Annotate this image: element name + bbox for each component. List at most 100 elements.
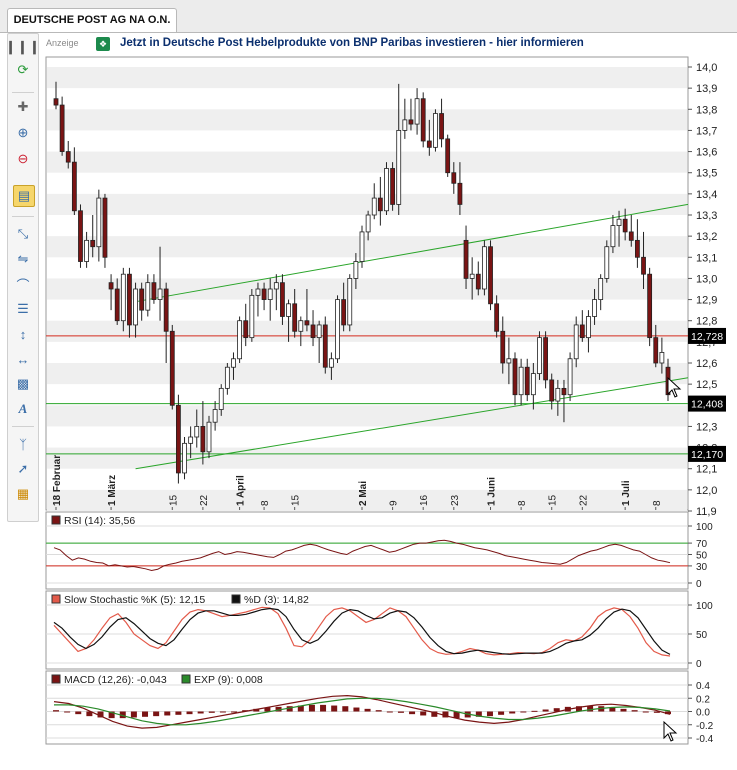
cursor-mode-icon[interactable]: ▤ (13, 185, 35, 207)
candle-body (653, 337, 659, 364)
price-band (47, 363, 687, 385)
candle-body (402, 119, 408, 131)
candle-body (218, 387, 224, 410)
horizontal-line-icon[interactable]: ↔ (16, 351, 30, 367)
macd-histogram-bar (620, 708, 627, 712)
candle-body (133, 288, 138, 326)
candle-body (102, 197, 108, 258)
candle-body (549, 379, 555, 402)
toolbar-separator (12, 92, 34, 93)
macd-histogram-bar (475, 711, 482, 717)
macd-histogram-bar (665, 711, 671, 715)
macd-histogram-bar (575, 706, 582, 712)
x-tick-label: 2 Mai (358, 481, 369, 506)
price-band (47, 278, 687, 300)
y-tick-label: 12,6 (696, 358, 717, 370)
candle-body (451, 172, 457, 184)
candle-body (298, 320, 304, 332)
candle-body (114, 288, 120, 322)
macd-histogram-bar (253, 708, 260, 712)
price-tag-label: 12,170 (691, 449, 723, 461)
arc-icon[interactable]: ⌒ (16, 277, 30, 293)
stoch-d-legend-swatch (231, 594, 241, 604)
candle-body (194, 426, 200, 438)
ray-icon[interactable]: ➚ (17, 461, 29, 476)
candle-body (139, 288, 145, 311)
tab-deutsche-post[interactable]: DEUTSCHE POST AG NA O.N. (7, 8, 177, 32)
macd-histogram-bar (587, 705, 594, 712)
macd-histogram-bar (453, 711, 460, 719)
refresh-icon[interactable]: ⟳ (17, 62, 29, 77)
text-icon[interactable]: A (18, 401, 28, 416)
candle-body (518, 366, 524, 396)
macd-histogram-bar (364, 708, 371, 712)
channel-icon[interactable]: ⇋ (17, 251, 29, 266)
zoom-in-icon[interactable]: ⊕ (17, 125, 29, 140)
macd-histogram-bar (386, 711, 393, 713)
color-palette-icon[interactable]: ▦ (16, 486, 30, 501)
candle-body (188, 436, 194, 444)
candle-body (488, 246, 493, 305)
candle-body (120, 273, 126, 322)
macd-histogram-bar (53, 710, 59, 712)
crosshair-icon[interactable]: ✚ (17, 99, 29, 114)
panel-frame (45, 511, 689, 590)
candle-body (200, 426, 206, 453)
pitchfork-icon[interactable]: ᛉ (19, 436, 27, 452)
y-tick-label: 12,9 (696, 295, 717, 307)
mouse-cursor-icon (667, 376, 682, 398)
candle-body (469, 273, 475, 279)
x-tick-label: 1 April (236, 475, 247, 506)
y-tick-label: 13,3 (696, 210, 717, 222)
candle-body (175, 404, 181, 474)
y-tick-label: 50 (696, 630, 708, 641)
candle-body (475, 273, 481, 290)
macd-histogram-bar (142, 711, 149, 717)
rectangle-icon[interactable]: ▩ (16, 376, 30, 391)
tab-bar: DEUTSCHE POST AG NA O.N. (0, 0, 737, 33)
zoom-out-icon[interactable]: ⊖ (17, 151, 29, 166)
trend-line-icon[interactable]: ⤡ (17, 226, 29, 241)
y-tick-label: 13,5 (696, 168, 717, 180)
candle-body (335, 299, 340, 360)
candle-body (286, 303, 291, 317)
candle-body (59, 104, 65, 152)
candle-body (53, 98, 59, 106)
macd-histogram-bar (186, 711, 193, 715)
bnp-logo-icon: ❖ (96, 37, 110, 51)
candle-body (163, 288, 169, 332)
candle-body (439, 113, 444, 140)
price-band (47, 151, 687, 173)
candle-body (500, 330, 506, 364)
candle-body (543, 337, 548, 381)
candle-body (108, 282, 114, 290)
x-tick-label: 8 (652, 500, 663, 506)
macd-histogram-bar (498, 711, 505, 715)
fibonacci-icon[interactable]: ☰ (17, 301, 29, 316)
candle-body (304, 320, 310, 326)
price-band (47, 67, 687, 89)
candle-body (65, 151, 71, 163)
candle-body (586, 316, 591, 339)
macd-histogram-bar (631, 710, 638, 712)
ad-link[interactable]: Jetzt in Deutsche Post Hebelprodukte von… (120, 37, 584, 49)
candle-body (377, 197, 383, 212)
price-tag (688, 445, 726, 462)
y-tick-label: 13,2 (696, 231, 717, 243)
macd-histogram-bar (308, 704, 315, 712)
vertical-line-icon[interactable]: ↕ (19, 326, 27, 342)
macd-histogram-bar (442, 711, 449, 718)
candle-body (169, 330, 175, 406)
candle-body (322, 324, 328, 368)
candle-body (71, 161, 77, 212)
x-tick-label: 15 (548, 494, 559, 506)
candle-body (579, 324, 585, 339)
candle-body (231, 358, 236, 368)
y-tick-label: 0.4 (696, 681, 710, 692)
grip-icon[interactable]: ❙❙❙ (5, 39, 41, 54)
rsi-legend-label: RSI (14): 35,56 (64, 515, 135, 527)
macd-histogram-bar (653, 711, 660, 713)
y-tick-label: -0.2 (696, 721, 714, 732)
macd-histogram-bar (75, 711, 82, 715)
